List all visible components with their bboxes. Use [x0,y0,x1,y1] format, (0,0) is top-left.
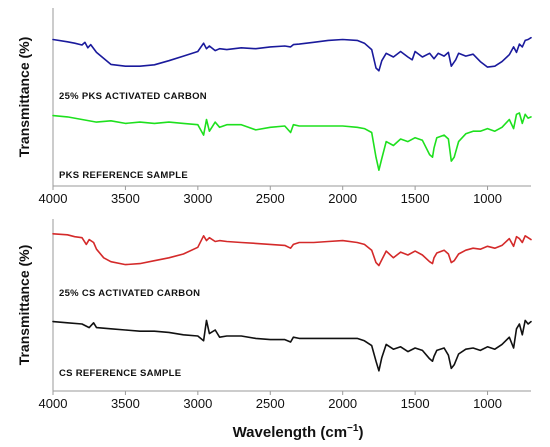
x-tick-label: 1500 [401,191,430,206]
panel-bottom: 4000 3500 3000 2500 2000 1500 1000 Transmittan… [16,219,532,411]
x-tick-label: 2500 [256,396,285,411]
x-tick-label: 4000 [39,396,68,411]
series-line-cs-activated-carbon [52,233,532,267]
panel-bottom-y-axis-label: Transmittance (%) [16,245,32,366]
series-line-pks-activated-carbon [52,36,532,72]
x-tick-label: 4000 [39,191,68,206]
x-axis-label-main: Wavelength (cm [233,424,347,441]
panel-top: 4000 3500 3000 2500 2000 1500 1000 Transmittan… [16,8,532,206]
x-tick-label: 1500 [401,396,430,411]
x-tick-label: 3500 [111,191,140,206]
x-axis-label-close: ) [358,424,363,441]
x-tick-label: 1000 [473,191,502,206]
x-tick-label: 2000 [328,396,357,411]
x-tick-label: 1000 [473,396,502,411]
x-tick-label: 2000 [328,191,357,206]
series-line-pks-reference-sample [52,112,532,171]
x-tick-label: 3500 [111,396,140,411]
panel-bottom-x-ticks: 4000 3500 3000 2500 2000 1500 1000 [39,391,502,411]
x-tick-label: 2500 [256,191,285,206]
series-label-pks-activated-carbon: 25% PKS ACTIVATED CARBON [59,91,207,102]
series-label-pks-reference-sample: PKS REFERENCE SAMPLE [59,170,188,181]
panel-top-y-axis-label: Transmittance (%) [16,37,32,158]
series-label-cs-activated-carbon: 25% CS ACTIVATED CARBON [59,288,200,299]
x-tick-label: 3000 [183,396,212,411]
panel-top-x-ticks: 4000 3500 3000 2500 2000 1500 1000 [39,186,502,206]
x-tick-label: 3000 [183,191,212,206]
x-axis-label-superscript: −1 [347,423,359,434]
x-axis-label: Wavelength (cm−1) [233,423,364,441]
series-line-cs-reference-sample [52,319,532,372]
series-label-cs-reference-sample: CS REFERENCE SAMPLE [59,368,181,379]
